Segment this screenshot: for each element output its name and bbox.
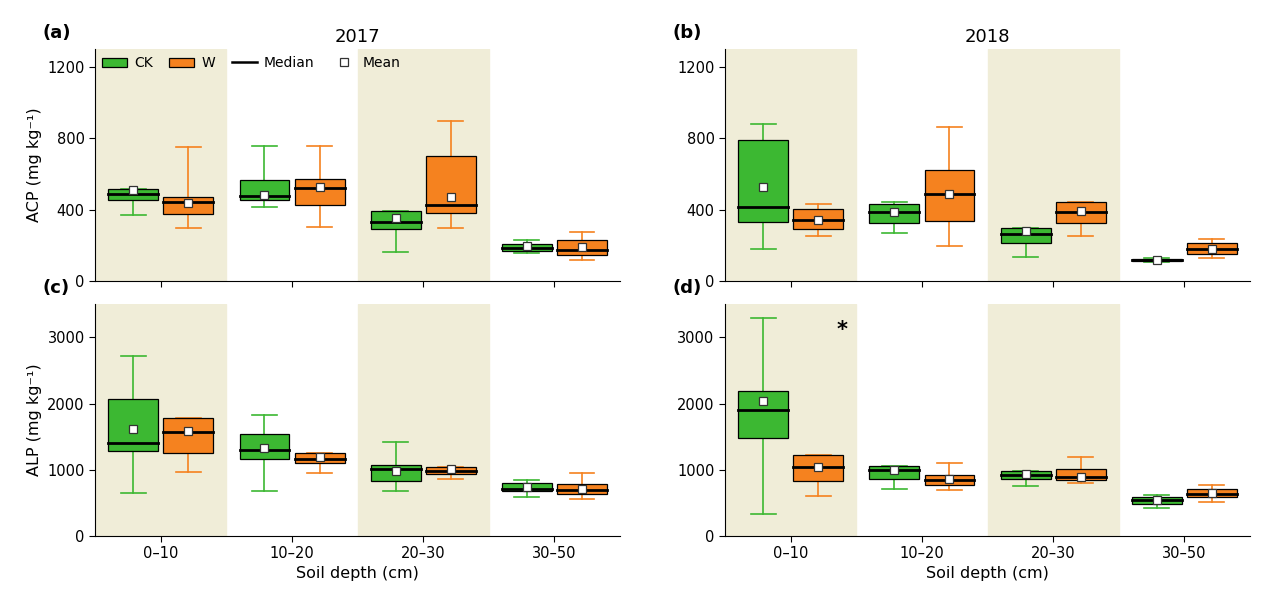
- Bar: [95, 304, 226, 536]
- Bar: [1187, 243, 1237, 254]
- Bar: [294, 179, 344, 205]
- Bar: [869, 205, 919, 223]
- Title: 2018: 2018: [964, 28, 1010, 46]
- Bar: [725, 49, 857, 281]
- X-axis label: Soil depth (cm): Soil depth (cm): [926, 565, 1049, 580]
- Bar: [739, 391, 788, 438]
- Bar: [987, 49, 1119, 281]
- Bar: [503, 243, 552, 251]
- Bar: [1132, 259, 1181, 261]
- Bar: [1001, 471, 1051, 479]
- Bar: [95, 49, 226, 281]
- Bar: [358, 49, 489, 281]
- Bar: [557, 484, 607, 494]
- Bar: [108, 399, 159, 451]
- Bar: [1056, 201, 1105, 223]
- Bar: [240, 434, 289, 459]
- Bar: [108, 189, 159, 200]
- Bar: [371, 211, 420, 229]
- Y-axis label: ACP (mg kg⁻¹): ACP (mg kg⁻¹): [27, 108, 42, 222]
- Bar: [294, 453, 344, 463]
- Bar: [793, 455, 843, 480]
- Bar: [1001, 229, 1051, 243]
- Bar: [371, 464, 420, 481]
- X-axis label: Soil depth (cm): Soil depth (cm): [296, 565, 419, 580]
- Bar: [240, 180, 289, 200]
- Bar: [925, 475, 975, 485]
- Bar: [1187, 489, 1237, 497]
- Y-axis label: ALP (mg kg⁻¹): ALP (mg kg⁻¹): [27, 363, 42, 476]
- Text: (b): (b): [673, 24, 702, 43]
- Bar: [925, 169, 975, 221]
- Bar: [987, 304, 1119, 536]
- Bar: [503, 484, 552, 491]
- Bar: [426, 468, 476, 474]
- Text: (c): (c): [43, 279, 70, 298]
- Bar: [869, 466, 919, 479]
- Bar: [426, 156, 476, 213]
- Bar: [164, 418, 213, 453]
- Bar: [557, 240, 607, 255]
- Text: *: *: [836, 320, 848, 341]
- Title: 2017: 2017: [335, 28, 381, 46]
- Text: (d): (d): [673, 279, 702, 298]
- Bar: [739, 140, 788, 222]
- Bar: [725, 304, 857, 536]
- Bar: [1132, 497, 1181, 504]
- Bar: [358, 304, 489, 536]
- Bar: [793, 209, 843, 229]
- Bar: [164, 197, 213, 214]
- Text: (a): (a): [43, 24, 71, 43]
- Legend: CK, W, Median, Mean: CK, W, Median, Mean: [102, 56, 401, 70]
- Bar: [1056, 469, 1105, 480]
